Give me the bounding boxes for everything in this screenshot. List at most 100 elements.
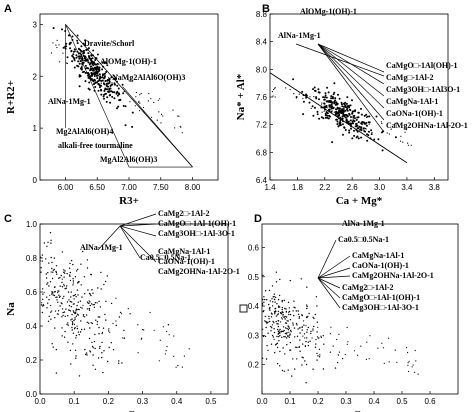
data-point [365, 113, 368, 116]
data-point [103, 350, 105, 352]
exchange-vector-label: CaMg3OH□-1Al-3O-1 [342, 303, 419, 312]
data-point [102, 331, 104, 333]
data-point [302, 343, 304, 345]
data-point [338, 114, 341, 117]
data-point [92, 70, 94, 72]
y-tick-label: 0 [33, 176, 38, 185]
data-point [348, 104, 351, 107]
data-point [394, 123, 396, 125]
data-point [80, 45, 83, 48]
data-point [69, 271, 72, 274]
data-point [322, 96, 325, 99]
data-point [279, 350, 281, 353]
data-point [277, 323, 279, 325]
data-point [142, 329, 144, 331]
exchange-vector-label: CaMg2□-1Al-2 [158, 209, 210, 218]
data-point [87, 67, 90, 70]
data-point [50, 304, 52, 307]
data-point [100, 88, 102, 91]
data-point [92, 292, 94, 294]
data-point [268, 308, 271, 310]
data-point [281, 318, 283, 320]
panel-c [39, 213, 229, 395]
data-point [79, 52, 82, 55]
data-point [276, 335, 278, 338]
data-point [346, 343, 348, 345]
data-point [341, 108, 344, 111]
data-point [356, 130, 359, 133]
data-point [66, 285, 68, 287]
data-point [275, 271, 278, 273]
data-point [269, 309, 271, 311]
data-point [162, 115, 164, 117]
data-point [75, 357, 77, 359]
data-point [57, 313, 60, 315]
data-point [320, 336, 323, 339]
data-point [328, 100, 331, 103]
data-point [74, 318, 76, 320]
data-point [134, 105, 136, 107]
y-tick-label: 0.8 [26, 254, 38, 263]
x-tick-label: 1.4 [264, 183, 276, 192]
panel-b [269, 13, 449, 181]
data-point [78, 48, 80, 51]
data-point [306, 331, 308, 333]
data-point [388, 337, 390, 339]
data-point [289, 341, 292, 344]
data-point [81, 57, 83, 60]
y-tick-label: 6.8 [256, 148, 268, 157]
data-point [276, 346, 279, 349]
data-point [323, 110, 325, 112]
data-point [75, 310, 77, 312]
data-point [304, 345, 306, 347]
data-point [72, 332, 75, 334]
data-point [47, 302, 49, 304]
data-point [311, 105, 314, 108]
data-point [101, 356, 103, 359]
data-point [278, 305, 280, 307]
data-point [405, 129, 407, 131]
data-point [91, 345, 94, 348]
data-point [80, 284, 82, 286]
data-point [307, 315, 309, 318]
data-point [262, 310, 264, 313]
y-axis-label-vacancy-symbol [239, 304, 248, 313]
data-point [86, 259, 89, 261]
data-point [47, 282, 49, 284]
data-point [63, 285, 65, 287]
data-point [90, 303, 93, 305]
data-point [135, 96, 137, 98]
data-point [271, 324, 273, 326]
data-point [298, 93, 300, 95]
data-point [108, 330, 110, 332]
data-point [292, 322, 294, 324]
data-point [324, 114, 327, 117]
data-point [316, 113, 319, 116]
data-point [97, 80, 100, 83]
data-point [103, 72, 106, 75]
data-point [289, 88, 291, 91]
data-point [72, 278, 74, 280]
data-point [75, 315, 78, 317]
data-point [178, 115, 180, 117]
data-point [383, 362, 385, 364]
data-point [325, 105, 328, 108]
data-point [47, 241, 49, 243]
data-point [302, 357, 304, 359]
data-point [330, 326, 332, 328]
data-point [108, 77, 110, 79]
data-point [290, 329, 292, 332]
exchange-vector-arrow [317, 43, 385, 109]
data-point [72, 280, 75, 282]
data-point [123, 337, 126, 339]
data-point [334, 367, 337, 369]
data-point [101, 79, 104, 82]
data-point [363, 114, 366, 117]
y-tick-label: 0.6 [248, 243, 260, 252]
panel-letter: D [254, 213, 262, 225]
data-point [394, 136, 397, 139]
data-point [407, 144, 409, 146]
data-point [263, 301, 265, 303]
data-point [105, 300, 107, 302]
data-point [181, 366, 183, 368]
